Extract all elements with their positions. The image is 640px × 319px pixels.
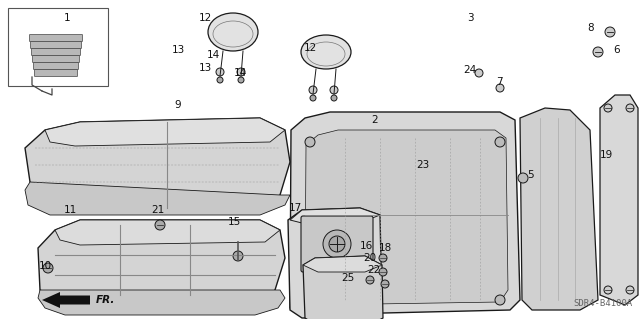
FancyBboxPatch shape: [33, 63, 79, 70]
Text: 23: 23: [417, 160, 429, 170]
Circle shape: [310, 95, 316, 101]
Text: 14: 14: [234, 68, 246, 78]
Circle shape: [475, 69, 483, 77]
Text: 7: 7: [496, 77, 502, 87]
Text: 16: 16: [360, 241, 372, 251]
Polygon shape: [55, 220, 280, 245]
Text: 18: 18: [378, 243, 392, 253]
Circle shape: [495, 137, 505, 147]
Text: 20: 20: [364, 253, 376, 263]
Polygon shape: [38, 220, 285, 300]
Text: 19: 19: [600, 150, 612, 160]
Circle shape: [381, 280, 389, 288]
Circle shape: [305, 137, 315, 147]
Text: 10: 10: [38, 261, 52, 271]
Polygon shape: [290, 208, 380, 224]
FancyBboxPatch shape: [31, 48, 81, 56]
Circle shape: [237, 68, 245, 76]
FancyArrow shape: [42, 292, 90, 308]
Circle shape: [626, 104, 634, 112]
Bar: [8, 8, 108, 86]
Circle shape: [217, 77, 223, 83]
FancyBboxPatch shape: [31, 41, 81, 48]
Circle shape: [330, 86, 338, 94]
Text: 12: 12: [198, 13, 212, 23]
Circle shape: [233, 251, 243, 261]
Text: 9: 9: [175, 100, 181, 110]
Circle shape: [323, 230, 351, 258]
Text: 2: 2: [372, 115, 378, 125]
Circle shape: [605, 27, 615, 37]
Polygon shape: [25, 182, 290, 215]
Text: SDR4-B4100A: SDR4-B4100A: [573, 299, 632, 308]
Text: 13: 13: [172, 45, 184, 55]
Polygon shape: [25, 118, 290, 210]
Circle shape: [43, 263, 53, 273]
Text: 14: 14: [206, 50, 220, 60]
Circle shape: [379, 268, 387, 276]
Polygon shape: [520, 108, 598, 310]
Circle shape: [216, 68, 224, 76]
Polygon shape: [38, 290, 285, 315]
Text: 11: 11: [63, 205, 77, 215]
Circle shape: [496, 84, 504, 92]
Text: 3: 3: [467, 13, 474, 23]
FancyBboxPatch shape: [33, 56, 79, 63]
Text: 8: 8: [588, 23, 595, 33]
Polygon shape: [600, 95, 638, 305]
Circle shape: [604, 104, 612, 112]
Circle shape: [518, 173, 528, 183]
Ellipse shape: [301, 35, 351, 69]
Circle shape: [593, 47, 603, 57]
Circle shape: [331, 95, 337, 101]
Text: 12: 12: [303, 43, 317, 53]
Circle shape: [305, 295, 315, 305]
Circle shape: [366, 276, 374, 284]
Polygon shape: [303, 256, 382, 272]
Polygon shape: [288, 208, 382, 318]
Circle shape: [379, 254, 387, 262]
Text: 6: 6: [614, 45, 620, 55]
Polygon shape: [45, 118, 285, 146]
Text: FR.: FR.: [96, 295, 115, 305]
Circle shape: [626, 286, 634, 294]
Circle shape: [604, 286, 612, 294]
Text: 22: 22: [367, 265, 381, 275]
Circle shape: [238, 77, 244, 83]
FancyBboxPatch shape: [301, 216, 373, 272]
Circle shape: [495, 295, 505, 305]
Text: 21: 21: [152, 205, 164, 215]
Polygon shape: [303, 256, 383, 319]
Text: 25: 25: [341, 273, 355, 283]
Ellipse shape: [208, 13, 258, 51]
FancyBboxPatch shape: [35, 70, 77, 77]
Polygon shape: [290, 112, 520, 315]
Text: 5: 5: [527, 170, 533, 180]
Text: 13: 13: [198, 63, 212, 73]
Polygon shape: [305, 130, 508, 305]
Circle shape: [309, 86, 317, 94]
Text: 17: 17: [289, 203, 301, 213]
Circle shape: [329, 236, 345, 252]
FancyBboxPatch shape: [29, 34, 83, 41]
Text: 1: 1: [64, 13, 70, 23]
Text: 15: 15: [227, 217, 241, 227]
Text: 24: 24: [463, 65, 477, 75]
Circle shape: [155, 220, 165, 230]
